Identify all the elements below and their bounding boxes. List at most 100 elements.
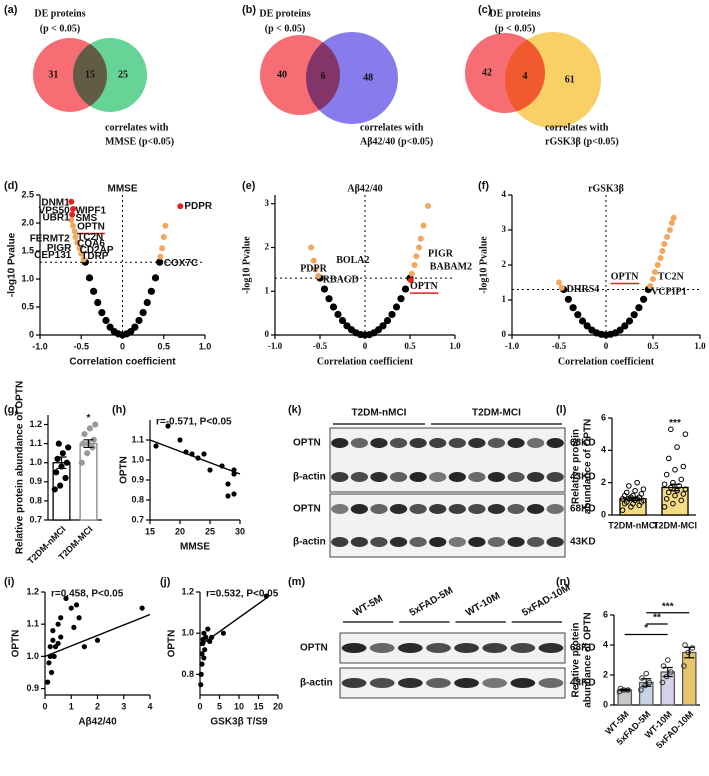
error-bar	[619, 688, 630, 692]
group-label: WT-10M	[464, 590, 502, 618]
gene-label: OPTN	[410, 281, 439, 292]
data-point	[165, 423, 171, 429]
data-point	[263, 593, 269, 599]
blot-band	[409, 472, 427, 482]
data-point	[654, 262, 661, 268]
data-point	[678, 497, 685, 504]
data-point	[659, 679, 666, 686]
data-point	[634, 479, 640, 486]
y-tick-label: 1	[502, 294, 507, 304]
bar	[681, 651, 697, 706]
x-tick-label: 0.5	[157, 341, 170, 351]
data-point	[578, 317, 587, 325]
gene-label: PIGR	[47, 243, 72, 254]
data-point	[98, 309, 106, 317]
x-tick-label: 30	[235, 526, 245, 536]
group-label: WT-5M	[351, 593, 384, 619]
y-tick-label: 2	[603, 669, 608, 679]
data-point	[638, 491, 645, 497]
data-point	[666, 227, 673, 233]
data-point	[131, 323, 139, 331]
data-point	[94, 637, 101, 643]
blot-band	[527, 438, 545, 448]
data-point	[162, 222, 169, 229]
venn-title: DE proteins	[489, 8, 540, 19]
x-tick-label: -0.5	[313, 341, 328, 351]
gene-label: VCPIP1	[651, 287, 687, 298]
data-point	[408, 270, 415, 277]
blot-band	[331, 438, 349, 448]
blot-band	[546, 504, 564, 514]
data-point	[54, 455, 61, 463]
data-point	[640, 295, 648, 303]
venn-title: (p < 0.05)	[495, 23, 535, 34]
gene-label: CD2AP	[80, 245, 114, 256]
y-tick-label: 1	[265, 285, 270, 295]
y-tick-label: 6	[601, 412, 606, 422]
row-label: β-actin	[293, 472, 326, 483]
data-point	[308, 244, 314, 251]
gene-label: PDPR	[300, 264, 327, 275]
panel-label: (l)	[556, 404, 567, 416]
data-point	[153, 443, 159, 449]
data-point	[651, 269, 658, 275]
data-point	[62, 474, 69, 482]
venn-count: 15	[85, 69, 95, 80]
y-tick-label: 2	[265, 242, 270, 252]
data-point	[84, 450, 91, 457]
x-tick-label: 25	[205, 526, 215, 536]
data-point	[685, 649, 691, 656]
data-point	[659, 248, 666, 254]
data-point	[201, 451, 207, 457]
gene-label: RBAGD	[323, 275, 359, 286]
data-point	[55, 440, 62, 447]
gene-label: BABAM2	[430, 261, 472, 272]
data-point	[198, 682, 204, 688]
blot-band	[482, 643, 508, 653]
error-bar	[641, 678, 652, 687]
gene-label: TC2N	[658, 272, 685, 283]
venn-label: MMSE (p<0.05)	[105, 136, 174, 147]
y-tick-label: 0	[502, 329, 507, 339]
y-axis-label: OPTN	[167, 630, 178, 658]
group-label: T2DM-nMCI	[351, 408, 406, 419]
row-label: OPTN	[293, 438, 321, 449]
y-axis-label: OPTN	[11, 630, 22, 658]
blot-band	[527, 504, 545, 514]
data-point	[682, 642, 688, 648]
data-point	[417, 235, 424, 242]
y-tick-label: 1.0	[29, 457, 42, 467]
x-tick-label: -1.0	[505, 341, 520, 351]
blot-band	[397, 678, 423, 688]
data-point	[53, 469, 60, 476]
gene-label: DNM1	[41, 197, 70, 208]
data-point	[681, 663, 687, 669]
y-axis-label: abundance of OPTN	[583, 419, 594, 515]
blot-band	[507, 537, 525, 547]
gene-label: FERMT2	[30, 233, 70, 244]
data-point	[76, 615, 82, 621]
data-point	[388, 310, 396, 319]
panel: (c)DE proteins (p < 0.05) correlates with r…	[465, 4, 619, 147]
venn-count: 6	[321, 71, 326, 82]
row-label: OPTN	[293, 504, 321, 515]
data-point	[425, 202, 431, 209]
y-tick-label: 0.7	[131, 514, 144, 524]
panel: (h) 0.7 0.8 0.9 1.0 1.1 15 20 25 30 MMSE OPTN r=-0.5…	[112, 404, 245, 553]
data-point	[329, 303, 338, 311]
blot-frame	[329, 427, 566, 493]
gene-label: PIGR	[428, 248, 454, 259]
weight-label: 68KD	[570, 438, 596, 449]
x-tick-label: 0	[604, 341, 609, 351]
blot-band	[331, 537, 349, 547]
panel: (j) 0.8 1.0 1.2 0 5 10 15 20 GSK3β T/S9 OPTN r=0.53…	[160, 576, 283, 728]
data-point	[70, 206, 76, 212]
data-point	[177, 437, 183, 443]
data-point	[50, 628, 56, 634]
data-point	[668, 220, 675, 226]
blot-band	[448, 504, 466, 514]
data-point	[616, 326, 624, 334]
y-tick-label: 1.0	[26, 651, 39, 661]
x-tick-label: 0	[42, 701, 47, 711]
